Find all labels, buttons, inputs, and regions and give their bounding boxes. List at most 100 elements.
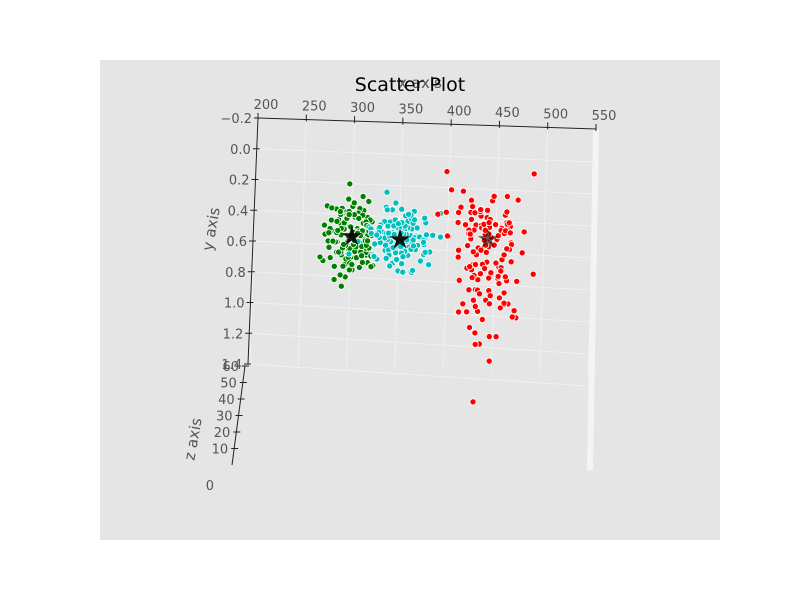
x-axis-line — [257, 117, 597, 130]
z-tick-label: 40 — [218, 393, 235, 408]
scatter-point — [328, 204, 336, 212]
scatter-point — [468, 274, 476, 282]
y-ticks: −0.2 0.0 0.2 0.4 0.6 0.8 1.0 1.2 1.4 — [220, 112, 261, 373]
scatter-point — [518, 249, 526, 257]
scatter-point — [454, 253, 462, 261]
scatter-point — [408, 266, 416, 274]
scatter-point — [394, 220, 402, 228]
scatter-point — [503, 245, 511, 253]
scatter-point — [398, 260, 406, 268]
scatter-point — [469, 202, 477, 210]
scatter-point — [383, 206, 391, 214]
scatter-point — [465, 286, 473, 294]
scatter-point — [469, 296, 477, 304]
scatter-point — [492, 333, 500, 341]
scatter-point — [520, 228, 528, 236]
scatter-point — [373, 231, 381, 239]
scatter-point — [510, 307, 518, 315]
scatter-point — [419, 238, 427, 246]
scatter-point — [320, 221, 328, 229]
scatter-point — [442, 208, 450, 216]
z-tick-label: 10 — [212, 443, 229, 458]
grid-line — [491, 125, 500, 372]
scatter-point — [503, 208, 511, 216]
scatter-point — [485, 300, 493, 308]
scatter-point — [405, 210, 413, 218]
scatter-point — [471, 209, 479, 217]
grid-line — [587, 128, 599, 471]
scatter-point — [421, 214, 429, 222]
scatter-point — [492, 259, 500, 267]
scatter-point — [461, 221, 469, 229]
scatter-point — [496, 304, 504, 312]
scatter-point — [495, 294, 503, 302]
scatter-point — [339, 262, 347, 270]
z-tick-label: 50 — [220, 377, 237, 392]
scatter-point — [484, 206, 492, 214]
scatter-point — [434, 210, 442, 218]
scatter-point — [409, 236, 417, 244]
scatter-point — [471, 329, 479, 337]
y-tick-label: 0.6 — [226, 235, 247, 250]
scatter-point — [514, 196, 522, 204]
y-tick-label: 0.4 — [228, 204, 249, 219]
scatter-point — [505, 219, 513, 227]
scatter-point — [500, 299, 508, 307]
scatter-point — [370, 252, 378, 260]
scatter-point — [350, 199, 358, 207]
x-axis: 200 250 300 350 400 450 500 550 x axis — [254, 74, 617, 131]
scatter-point — [475, 290, 483, 298]
grid-line — [256, 148, 597, 163]
scatter-point — [469, 398, 477, 406]
x-axis-label: x axis — [398, 74, 442, 92]
scatter-point — [477, 206, 485, 214]
scatter-point — [325, 229, 333, 237]
scatter-point — [476, 270, 484, 278]
scatter-point — [501, 273, 509, 281]
centroid-star — [389, 228, 411, 249]
scatter-point — [335, 248, 343, 256]
scatter-point — [469, 248, 477, 256]
grid-lines — [247, 117, 599, 471]
scatter-point — [459, 300, 467, 308]
scatter-point — [492, 221, 500, 229]
scatter-point — [358, 252, 366, 260]
scatter-point — [500, 251, 508, 259]
scatter-point — [382, 241, 390, 249]
scatter-point — [348, 260, 356, 268]
x-tick-label: 550 — [592, 109, 617, 124]
z-tick-label: 20 — [214, 426, 231, 441]
grid-line — [247, 363, 589, 387]
scatter-point — [459, 187, 467, 195]
scatter-point — [337, 282, 345, 290]
scatter-point — [455, 308, 463, 316]
scatter-point — [508, 313, 516, 321]
scatter-point — [487, 269, 495, 277]
scatter-point — [329, 237, 337, 245]
scatter-point — [409, 242, 417, 250]
scatter-point — [466, 263, 474, 271]
scatter-point — [482, 248, 490, 256]
centroid-markers — [341, 225, 499, 249]
scatter-point — [425, 261, 433, 269]
scatter-point — [330, 262, 338, 270]
scatter-point — [386, 262, 394, 270]
scatter-point — [494, 232, 502, 240]
grid-line — [539, 127, 549, 374]
scatter-point — [436, 233, 444, 241]
y-axis: −0.20.00.20.40.60.81.01.21.4 y axis — [198, 112, 261, 373]
scatter-point — [485, 333, 493, 341]
scatter-point — [485, 219, 493, 227]
scatter-point — [330, 275, 338, 283]
scatter-point — [485, 357, 493, 365]
scatter-point — [471, 302, 479, 310]
centroid-star — [477, 228, 499, 249]
scatter-point — [494, 272, 502, 280]
scatter-point — [384, 229, 392, 237]
scatter-point — [367, 263, 375, 271]
x-tick-label: 450 — [495, 106, 520, 121]
scatter-point — [359, 192, 367, 200]
scatter-point — [443, 168, 451, 176]
grid-line — [252, 240, 594, 259]
